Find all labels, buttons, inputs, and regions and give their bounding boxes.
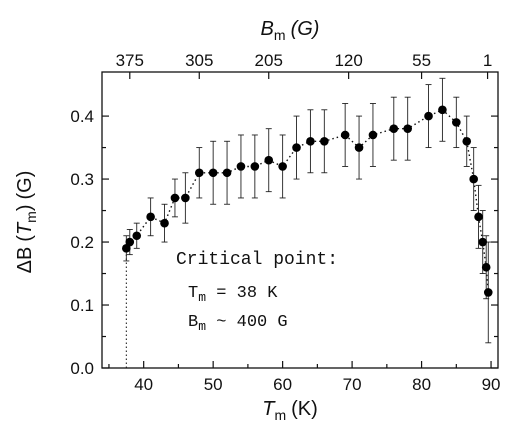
data-point [481, 262, 491, 272]
data-point [438, 105, 447, 115]
annotation-heading: Critical point: [176, 250, 338, 270]
data-point [250, 162, 260, 171]
axis-ticks [102, 72, 498, 369]
data-point [403, 124, 412, 133]
data-point [292, 143, 301, 152]
plot-frame [101, 71, 499, 369]
annotation-line-1: Tm = 38 K [188, 284, 278, 305]
y-tick-label: 0.0 [70, 359, 94, 378]
data-point [264, 155, 274, 165]
data-point [424, 111, 433, 121]
y-tick-label: 0.4 [70, 107, 94, 126]
data-point [340, 130, 350, 140]
data-points [122, 105, 493, 297]
x-axis-title: Tm (K) [262, 398, 318, 423]
y-tick-label: 0.2 [70, 233, 94, 252]
data-point [125, 237, 135, 247]
data-point [483, 288, 493, 297]
data-point [389, 124, 399, 133]
data-point [478, 237, 488, 247]
data-point [146, 212, 155, 222]
data-point [194, 168, 204, 178]
data-point [236, 162, 246, 171]
data-point [368, 130, 378, 140]
top-tick-labels: 375 305 205 120 55 1 [116, 51, 493, 70]
data-point [469, 174, 478, 184]
top-tick-label: 55 [412, 51, 431, 70]
data-point [181, 193, 190, 203]
y-tick-labels: 0.0 0.1 0.2 0.3 0.4 [70, 107, 94, 378]
data-point [122, 244, 131, 253]
data-point [278, 162, 287, 171]
data-point [208, 168, 218, 178]
x-tick-label: 60 [273, 375, 292, 394]
data-point [222, 168, 232, 178]
data-point [354, 143, 364, 152]
x-tick-labels: 40 50 60 70 80 90 [134, 375, 500, 394]
y-tick-label: 0.1 [70, 296, 94, 315]
y-axis-title: ΔB(Tm)(G) [14, 171, 39, 274]
top-tick-label: 1 [483, 51, 492, 70]
data-point [170, 193, 180, 203]
data-point [474, 212, 483, 222]
x-tick-label: 90 [482, 375, 501, 394]
y-tick-label: 0.3 [70, 170, 94, 189]
data-point [306, 136, 315, 146]
data-point [160, 218, 169, 228]
x-tick-label: 80 [412, 375, 431, 394]
x-tick-label: 70 [343, 375, 362, 394]
top-tick-label: 305 [185, 51, 213, 70]
data-point [462, 136, 472, 146]
top-tick-label: 120 [334, 51, 362, 70]
data-point [320, 136, 329, 146]
data-point [132, 231, 142, 241]
annotation-line-2: Bm ~ 400 G [188, 313, 288, 334]
data-point [452, 118, 461, 127]
x-tick-label: 50 [204, 375, 223, 394]
top-tick-label: 205 [255, 51, 283, 70]
error-bars [123, 77, 492, 344]
x-tick-label: 40 [134, 375, 153, 394]
top-tick-label: 375 [116, 51, 144, 70]
top-axis-title: Bm (G) [261, 18, 320, 43]
